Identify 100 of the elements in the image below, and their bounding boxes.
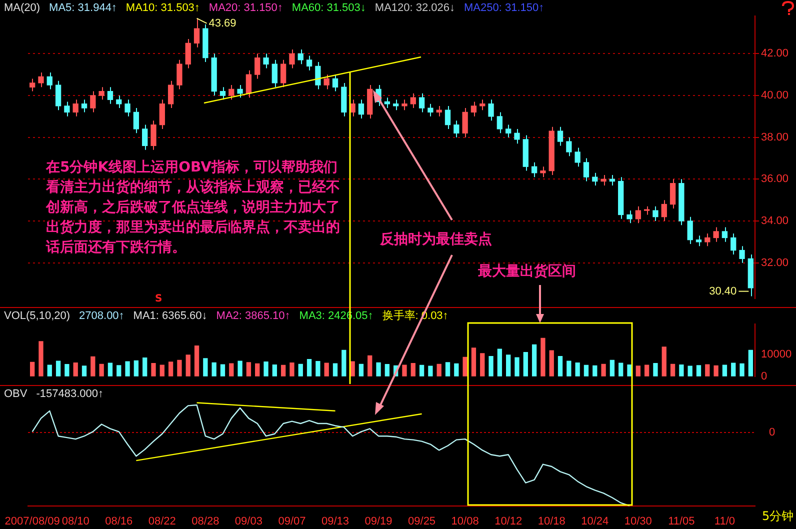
candlestick bbox=[704, 233, 710, 247]
annotation: 最大量出货区间 bbox=[477, 264, 576, 280]
bar bbox=[99, 364, 104, 376]
candlestick bbox=[418, 92, 425, 113]
text: MA(20) bbox=[4, 2, 40, 14]
x-tick-label: 10/18 bbox=[538, 515, 566, 528]
bar bbox=[168, 362, 174, 376]
candlestick bbox=[289, 48, 295, 69]
text: MA10: 31.503↑ bbox=[126, 2, 200, 14]
bar bbox=[186, 354, 190, 376]
bar bbox=[592, 365, 598, 376]
x-tick-label: 09/13 bbox=[321, 515, 350, 528]
bar bbox=[428, 366, 433, 376]
candlestick bbox=[444, 105, 451, 130]
bar bbox=[714, 365, 718, 376]
bar bbox=[82, 366, 87, 376]
candlestick bbox=[194, 18, 200, 48]
bar bbox=[280, 364, 286, 376]
bar bbox=[653, 362, 658, 376]
bar bbox=[368, 355, 372, 376]
bar bbox=[246, 362, 252, 376]
candlestick bbox=[687, 216, 693, 245]
candlestick bbox=[220, 86, 226, 100]
bar bbox=[454, 363, 459, 376]
bar bbox=[160, 364, 164, 376]
x-tick-label: 2007/08/09 bbox=[4, 515, 60, 528]
x-tick-label: 10/30 bbox=[624, 515, 652, 528]
y-tick-label: 0 bbox=[761, 370, 768, 382]
candlestick bbox=[272, 59, 278, 88]
candlestick bbox=[159, 99, 165, 130]
x-tick-label: 11/05 bbox=[668, 515, 695, 528]
bar bbox=[358, 364, 364, 376]
bar bbox=[220, 364, 226, 376]
candlestick bbox=[652, 206, 658, 222]
bar bbox=[462, 356, 468, 376]
candlestick bbox=[583, 158, 590, 182]
text: MA60: 31.503↓ bbox=[292, 2, 366, 14]
bar bbox=[644, 364, 650, 376]
bar bbox=[696, 365, 702, 376]
candlestick bbox=[90, 90, 96, 113]
bar bbox=[636, 366, 640, 376]
bar bbox=[203, 358, 208, 376]
x-tick-label: 10/08 bbox=[451, 515, 479, 528]
bar bbox=[558, 356, 563, 376]
candlestick bbox=[410, 92, 416, 109]
bar bbox=[480, 353, 485, 376]
candlestick bbox=[315, 62, 321, 90]
bar bbox=[290, 362, 294, 376]
candlestick bbox=[393, 99, 399, 111]
candlestick bbox=[470, 101, 477, 117]
bar bbox=[471, 348, 476, 376]
bar bbox=[38, 341, 44, 376]
annotation: 30.40 bbox=[709, 285, 737, 298]
candlestick bbox=[46, 72, 52, 90]
bar bbox=[384, 364, 390, 376]
bar bbox=[151, 362, 156, 376]
bar bbox=[514, 357, 520, 376]
bar bbox=[134, 360, 139, 376]
x-tick-label: 09/07 bbox=[278, 515, 306, 528]
bar bbox=[436, 364, 442, 376]
candlestick bbox=[168, 80, 174, 109]
x-tick-label: 10/24 bbox=[581, 515, 609, 528]
bar bbox=[238, 360, 242, 376]
candlestick bbox=[133, 108, 140, 134]
candlestick bbox=[263, 53, 269, 69]
candlestick bbox=[514, 128, 520, 144]
bar bbox=[177, 360, 182, 376]
candlestick bbox=[81, 99, 88, 113]
bar bbox=[575, 362, 580, 376]
bar bbox=[376, 362, 381, 376]
text: OBV bbox=[4, 388, 28, 400]
candlestick bbox=[280, 59, 286, 88]
candlestick bbox=[696, 235, 702, 247]
bar bbox=[584, 364, 589, 376]
candlestick bbox=[713, 226, 719, 242]
bar bbox=[402, 364, 407, 376]
bar bbox=[540, 338, 546, 376]
bar bbox=[229, 363, 234, 376]
candlestick bbox=[574, 147, 580, 168]
candlestick bbox=[358, 99, 364, 119]
y-tick-label: 40.00 bbox=[761, 90, 789, 102]
candlestick bbox=[496, 112, 503, 134]
bar bbox=[532, 344, 537, 376]
candlestick bbox=[185, 38, 191, 69]
bar bbox=[194, 346, 200, 376]
candlestick bbox=[38, 72, 44, 88]
text: MA120: 32.026↓ bbox=[374, 2, 456, 14]
bar bbox=[116, 365, 122, 376]
candlestick bbox=[98, 86, 104, 100]
text: 2708.00↑ bbox=[79, 310, 124, 322]
text: VOL(5,10,20) bbox=[4, 310, 70, 322]
candlestick bbox=[237, 84, 243, 98]
bar bbox=[523, 352, 528, 376]
bar bbox=[64, 364, 70, 376]
bar bbox=[212, 362, 216, 376]
candlestick bbox=[730, 233, 736, 255]
bar bbox=[627, 364, 632, 376]
bar bbox=[316, 361, 320, 376]
bar bbox=[410, 362, 416, 376]
bar bbox=[306, 359, 312, 376]
